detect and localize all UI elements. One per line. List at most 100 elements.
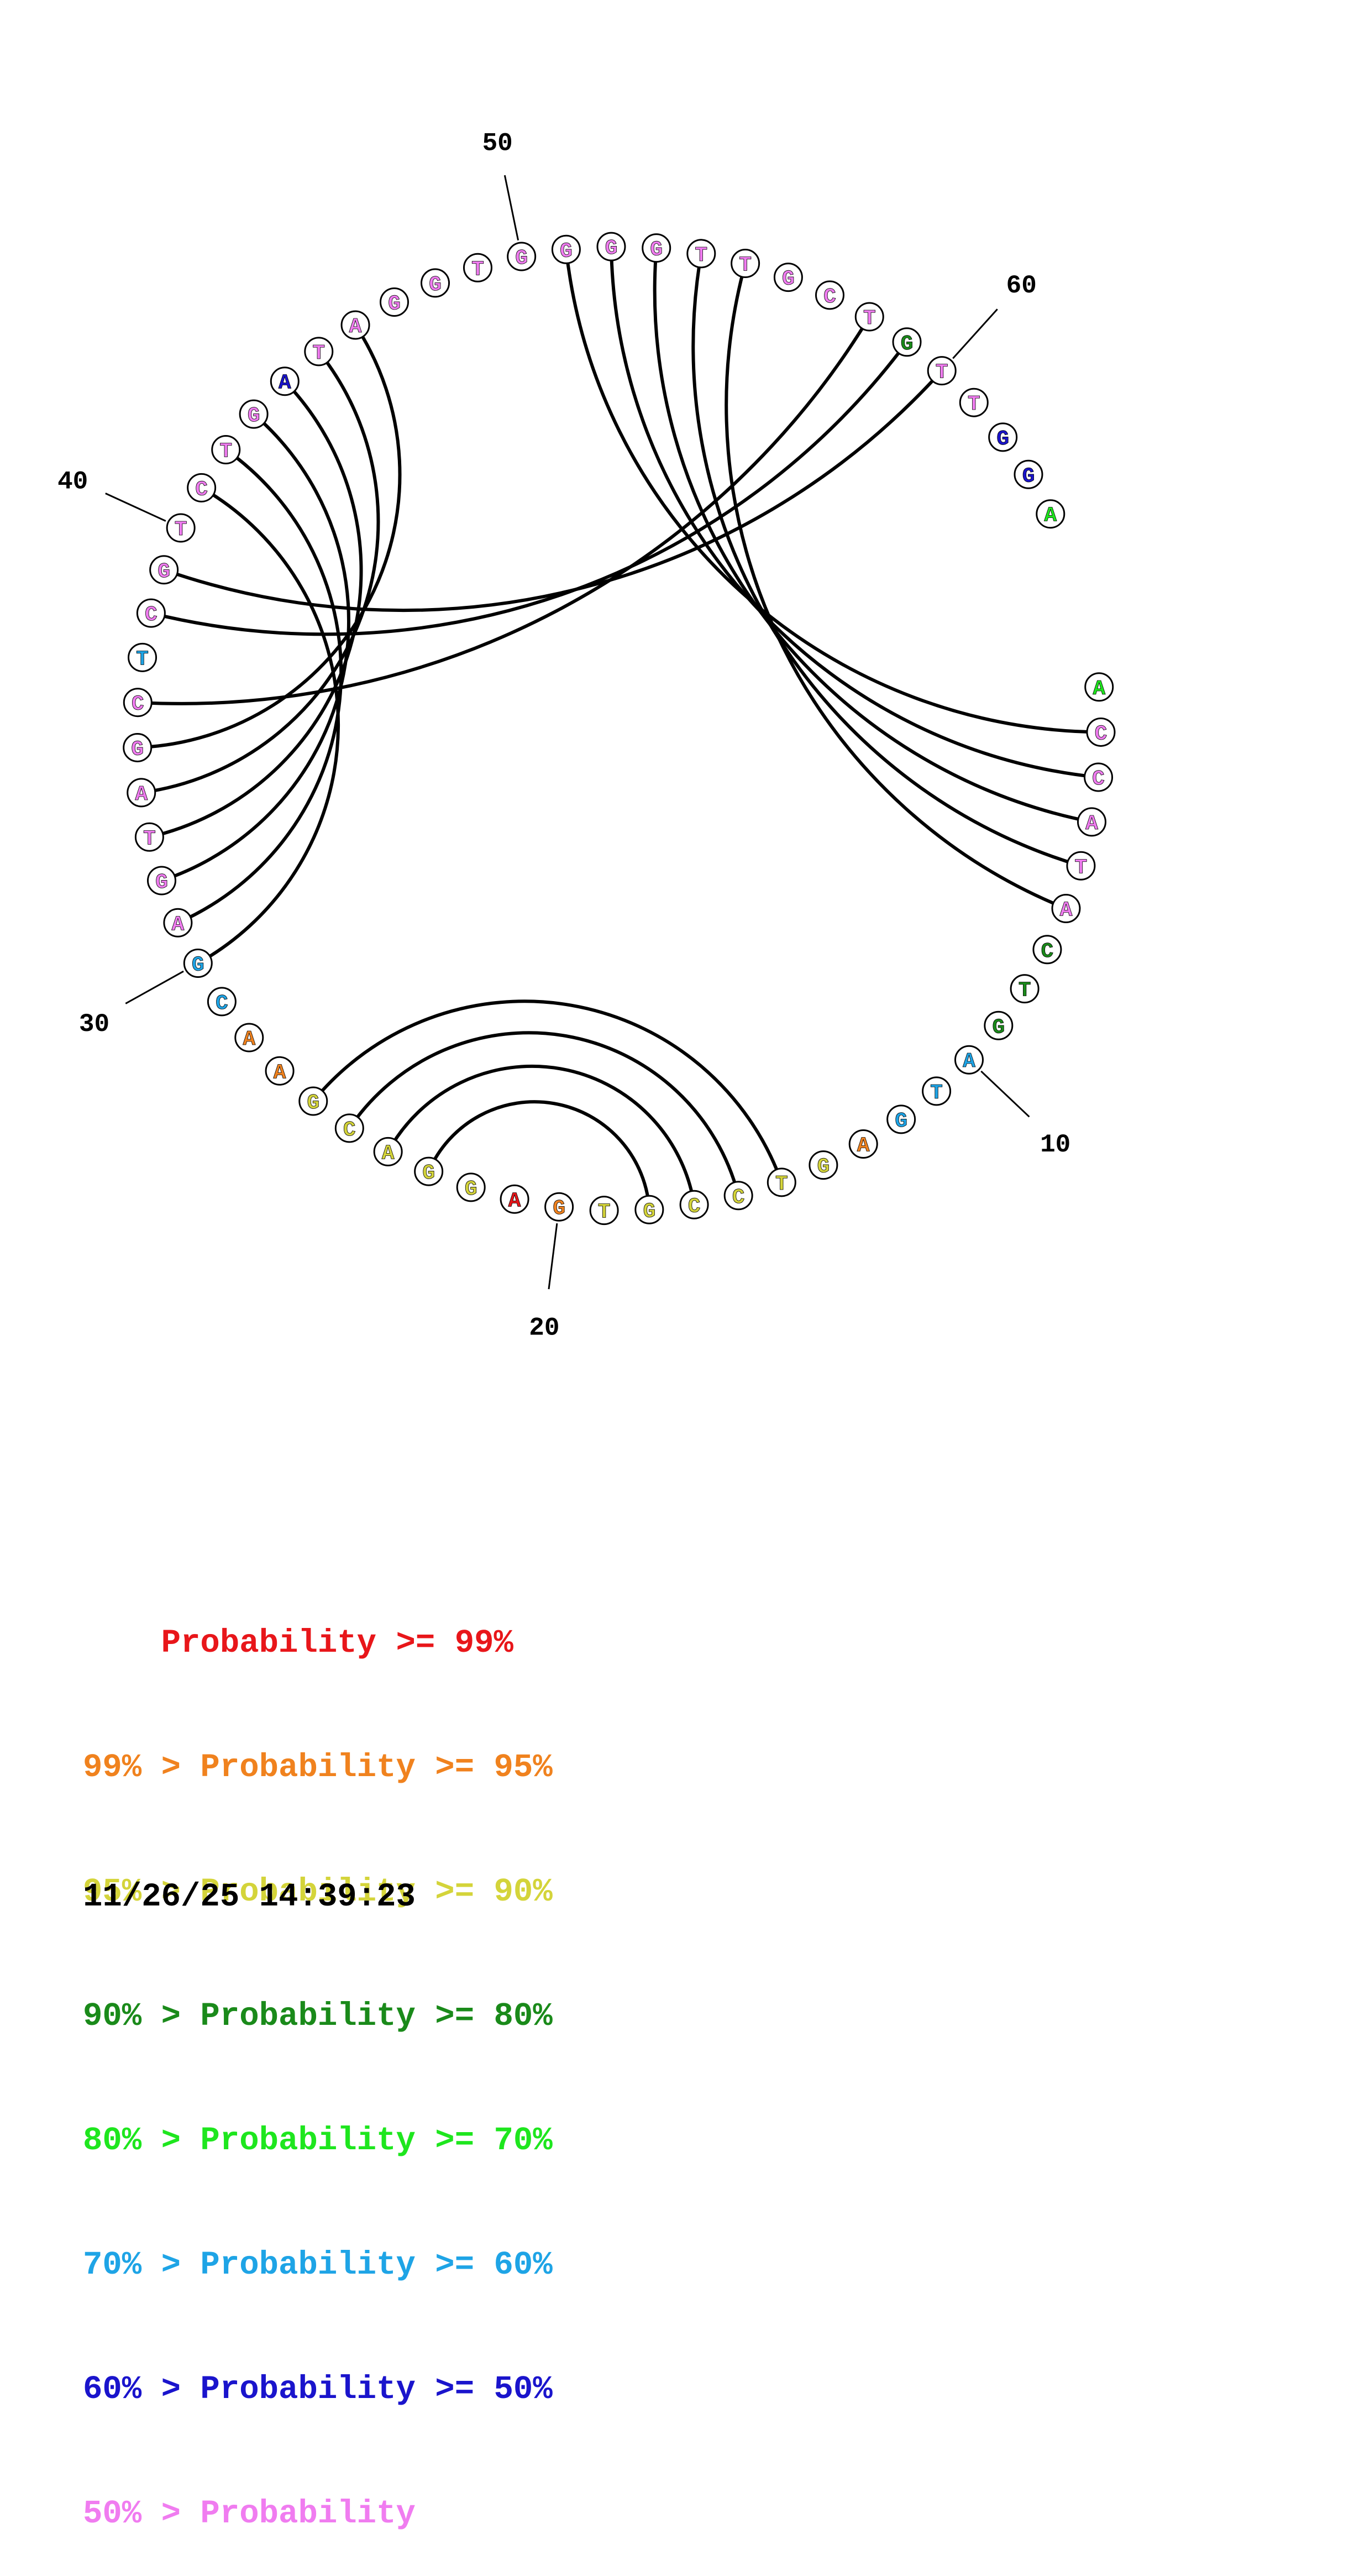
- svg-text:G: G: [155, 871, 168, 894]
- timestamp: 11/26/25 14:39:23: [83, 1878, 416, 1915]
- svg-text:G: G: [817, 1155, 830, 1179]
- base-14: G: [809, 1150, 838, 1180]
- svg-text:G: G: [895, 1109, 907, 1133]
- position-markers: 10 20 30 40 50 60: [57, 129, 1070, 1342]
- pair-arc-18-23: [427, 1100, 651, 1210]
- legend-row-3: 95% > Probability >= 90%: [83, 1873, 553, 1910]
- base-13: A: [848, 1129, 878, 1159]
- svg-text:C: C: [688, 1195, 701, 1218]
- base-5: T: [1066, 851, 1096, 881]
- pair-arc-34-45: [141, 350, 380, 794]
- svg-text:G: G: [992, 1015, 1005, 1039]
- svg-text:G: G: [782, 268, 795, 291]
- svg-text:G: G: [429, 273, 442, 297]
- pair-arc-32-43: [161, 412, 350, 882]
- svg-text:G: G: [901, 332, 914, 356]
- base-23: G: [414, 1156, 444, 1186]
- pair-arc-15-26: [312, 999, 784, 1183]
- legend-row-7: 60% > Probability >= 50%: [83, 2371, 553, 2408]
- svg-text:G: G: [560, 239, 573, 263]
- svg-text:C: C: [216, 992, 228, 1015]
- base-4: A: [1077, 807, 1106, 837]
- base-41: C: [187, 473, 217, 502]
- svg-text:T: T: [739, 254, 752, 278]
- svg-text:T: T: [936, 361, 948, 385]
- tick-10: [980, 1070, 1030, 1118]
- base-24: A: [373, 1137, 403, 1166]
- base-50: G: [507, 242, 537, 271]
- base-6: A: [1051, 893, 1081, 923]
- position-label-50: 50: [482, 129, 513, 158]
- tick-40: [105, 493, 166, 522]
- base-38: C: [136, 598, 166, 628]
- svg-text:G: G: [158, 560, 170, 584]
- base-42: T: [211, 435, 241, 465]
- svg-text:G: G: [248, 404, 260, 428]
- pair-arc-30-41: [197, 486, 340, 965]
- pair-arc-33-44: [149, 380, 363, 839]
- legend-row-1: Probability >= 99%: [83, 1625, 513, 1662]
- pair-arc-5-54: [691, 253, 1082, 868]
- base-54: T: [686, 239, 716, 269]
- svg-text:G: G: [996, 427, 1009, 451]
- legend-row-5: 80% > Probability >= 70%: [83, 2122, 553, 2159]
- pair-arc-17-24: [386, 1064, 696, 1205]
- base-48: G: [421, 268, 450, 298]
- base-18: G: [634, 1195, 664, 1224]
- svg-text:T: T: [136, 647, 149, 671]
- svg-text:C: C: [1095, 722, 1107, 746]
- svg-text:T: T: [143, 827, 156, 851]
- base-2: C: [1086, 717, 1116, 747]
- svg-text:A: A: [243, 1028, 255, 1051]
- svg-text:G: G: [131, 737, 144, 761]
- svg-text:G: G: [192, 953, 204, 977]
- base-36: C: [123, 688, 153, 718]
- svg-text:T: T: [175, 518, 187, 542]
- svg-text:T: T: [312, 342, 325, 365]
- base-49: T: [463, 253, 492, 282]
- base-31: A: [163, 908, 193, 938]
- base-10: A: [954, 1045, 984, 1075]
- svg-text:C: C: [343, 1118, 356, 1142]
- legend-row-4: 90% > Probability >= 80%: [83, 1998, 553, 2035]
- svg-text:C: C: [1092, 767, 1105, 791]
- base-52: G: [596, 232, 626, 261]
- base-17: C: [679, 1190, 709, 1219]
- svg-text:C: C: [732, 1186, 745, 1210]
- svg-text:T: T: [695, 244, 707, 268]
- svg-text:A: A: [1085, 812, 1098, 836]
- svg-text:T: T: [471, 258, 484, 281]
- base-43: G: [239, 399, 269, 429]
- position-label-30: 30: [79, 1010, 109, 1039]
- base-33: T: [134, 822, 164, 852]
- base-40: T: [166, 513, 196, 543]
- svg-text:A: A: [1060, 898, 1073, 922]
- svg-text:T: T: [930, 1081, 943, 1105]
- position-label-10: 10: [1040, 1130, 1070, 1159]
- svg-text:A: A: [857, 1134, 870, 1158]
- svg-text:T: T: [1075, 856, 1088, 879]
- svg-text:T: T: [775, 1172, 788, 1196]
- svg-text:G: G: [1022, 464, 1035, 488]
- pair-arc-6-55: [725, 263, 1067, 910]
- base-21: A: [500, 1184, 529, 1214]
- svg-text:G: G: [650, 238, 663, 262]
- base-28: A: [234, 1023, 264, 1053]
- base-30: G: [183, 948, 213, 978]
- base-15: T: [767, 1167, 796, 1197]
- svg-text:A: A: [382, 1142, 395, 1165]
- base-47: G: [379, 287, 409, 317]
- base-9: G: [984, 1010, 1014, 1040]
- svg-text:G: G: [422, 1161, 435, 1185]
- base-29: C: [207, 987, 237, 1017]
- svg-text:A: A: [508, 1189, 521, 1213]
- base-26: G: [298, 1086, 328, 1116]
- base-39: G: [149, 555, 179, 585]
- svg-text:A: A: [171, 913, 184, 936]
- pair-arc-35-46: [137, 324, 402, 750]
- base-60: T: [927, 356, 957, 386]
- svg-text:A: A: [1093, 677, 1105, 701]
- svg-text:G: G: [307, 1091, 319, 1115]
- base-51: G: [551, 234, 581, 264]
